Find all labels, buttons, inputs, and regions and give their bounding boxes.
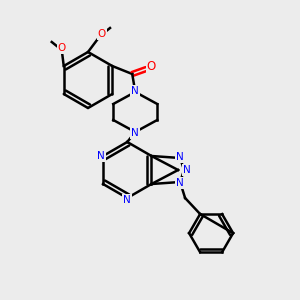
Text: N: N: [123, 195, 131, 205]
Text: N: N: [176, 152, 184, 162]
Text: O: O: [58, 43, 66, 53]
Text: N: N: [183, 165, 191, 175]
Text: N: N: [97, 151, 105, 161]
Text: N: N: [131, 86, 139, 96]
Text: N: N: [176, 178, 184, 188]
Text: O: O: [147, 61, 156, 74]
Text: N: N: [131, 128, 139, 138]
Text: O: O: [98, 29, 106, 39]
